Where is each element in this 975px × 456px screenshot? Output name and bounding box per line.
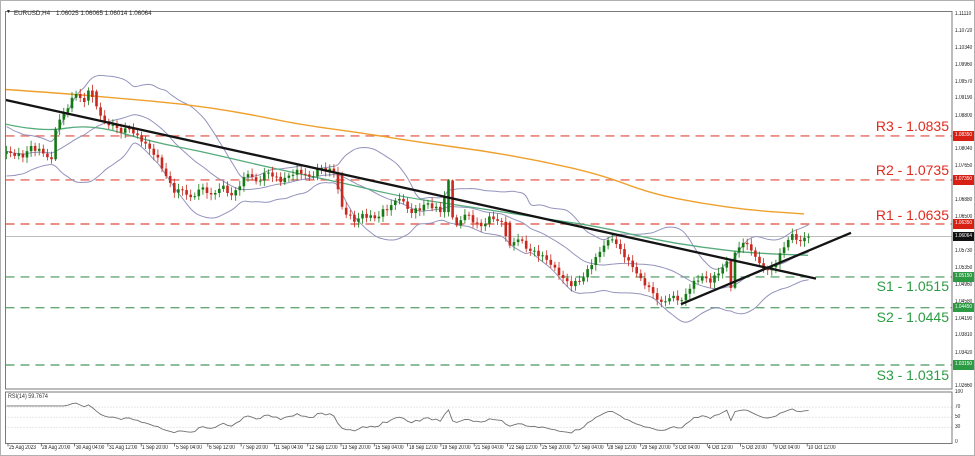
slow-ma-line — [5, 88, 805, 215]
bollinger-lower-band — [6, 142, 809, 323]
rsi-line — [6, 402, 809, 434]
bollinger-upper-band — [6, 74, 809, 270]
ascending-trendline — [680, 231, 852, 306]
ohlc-readout: 1.06025 1.06065 1.06014 1.06064 — [56, 10, 152, 17]
descending-trendline — [5, 98, 817, 280]
chart-title: ▼ EURUSD,H4 1.06025 1.06065 1.06014 1.0606… — [6, 2, 160, 20]
rsi-indicator-label: RSI(14) 59.7674 — [8, 393, 48, 400]
medium-ma-line — [5, 123, 809, 256]
symbol-timeframe: EURUSD,H4 — [13, 10, 51, 17]
chart-marker-icon: ▼ — [6, 9, 11, 15]
